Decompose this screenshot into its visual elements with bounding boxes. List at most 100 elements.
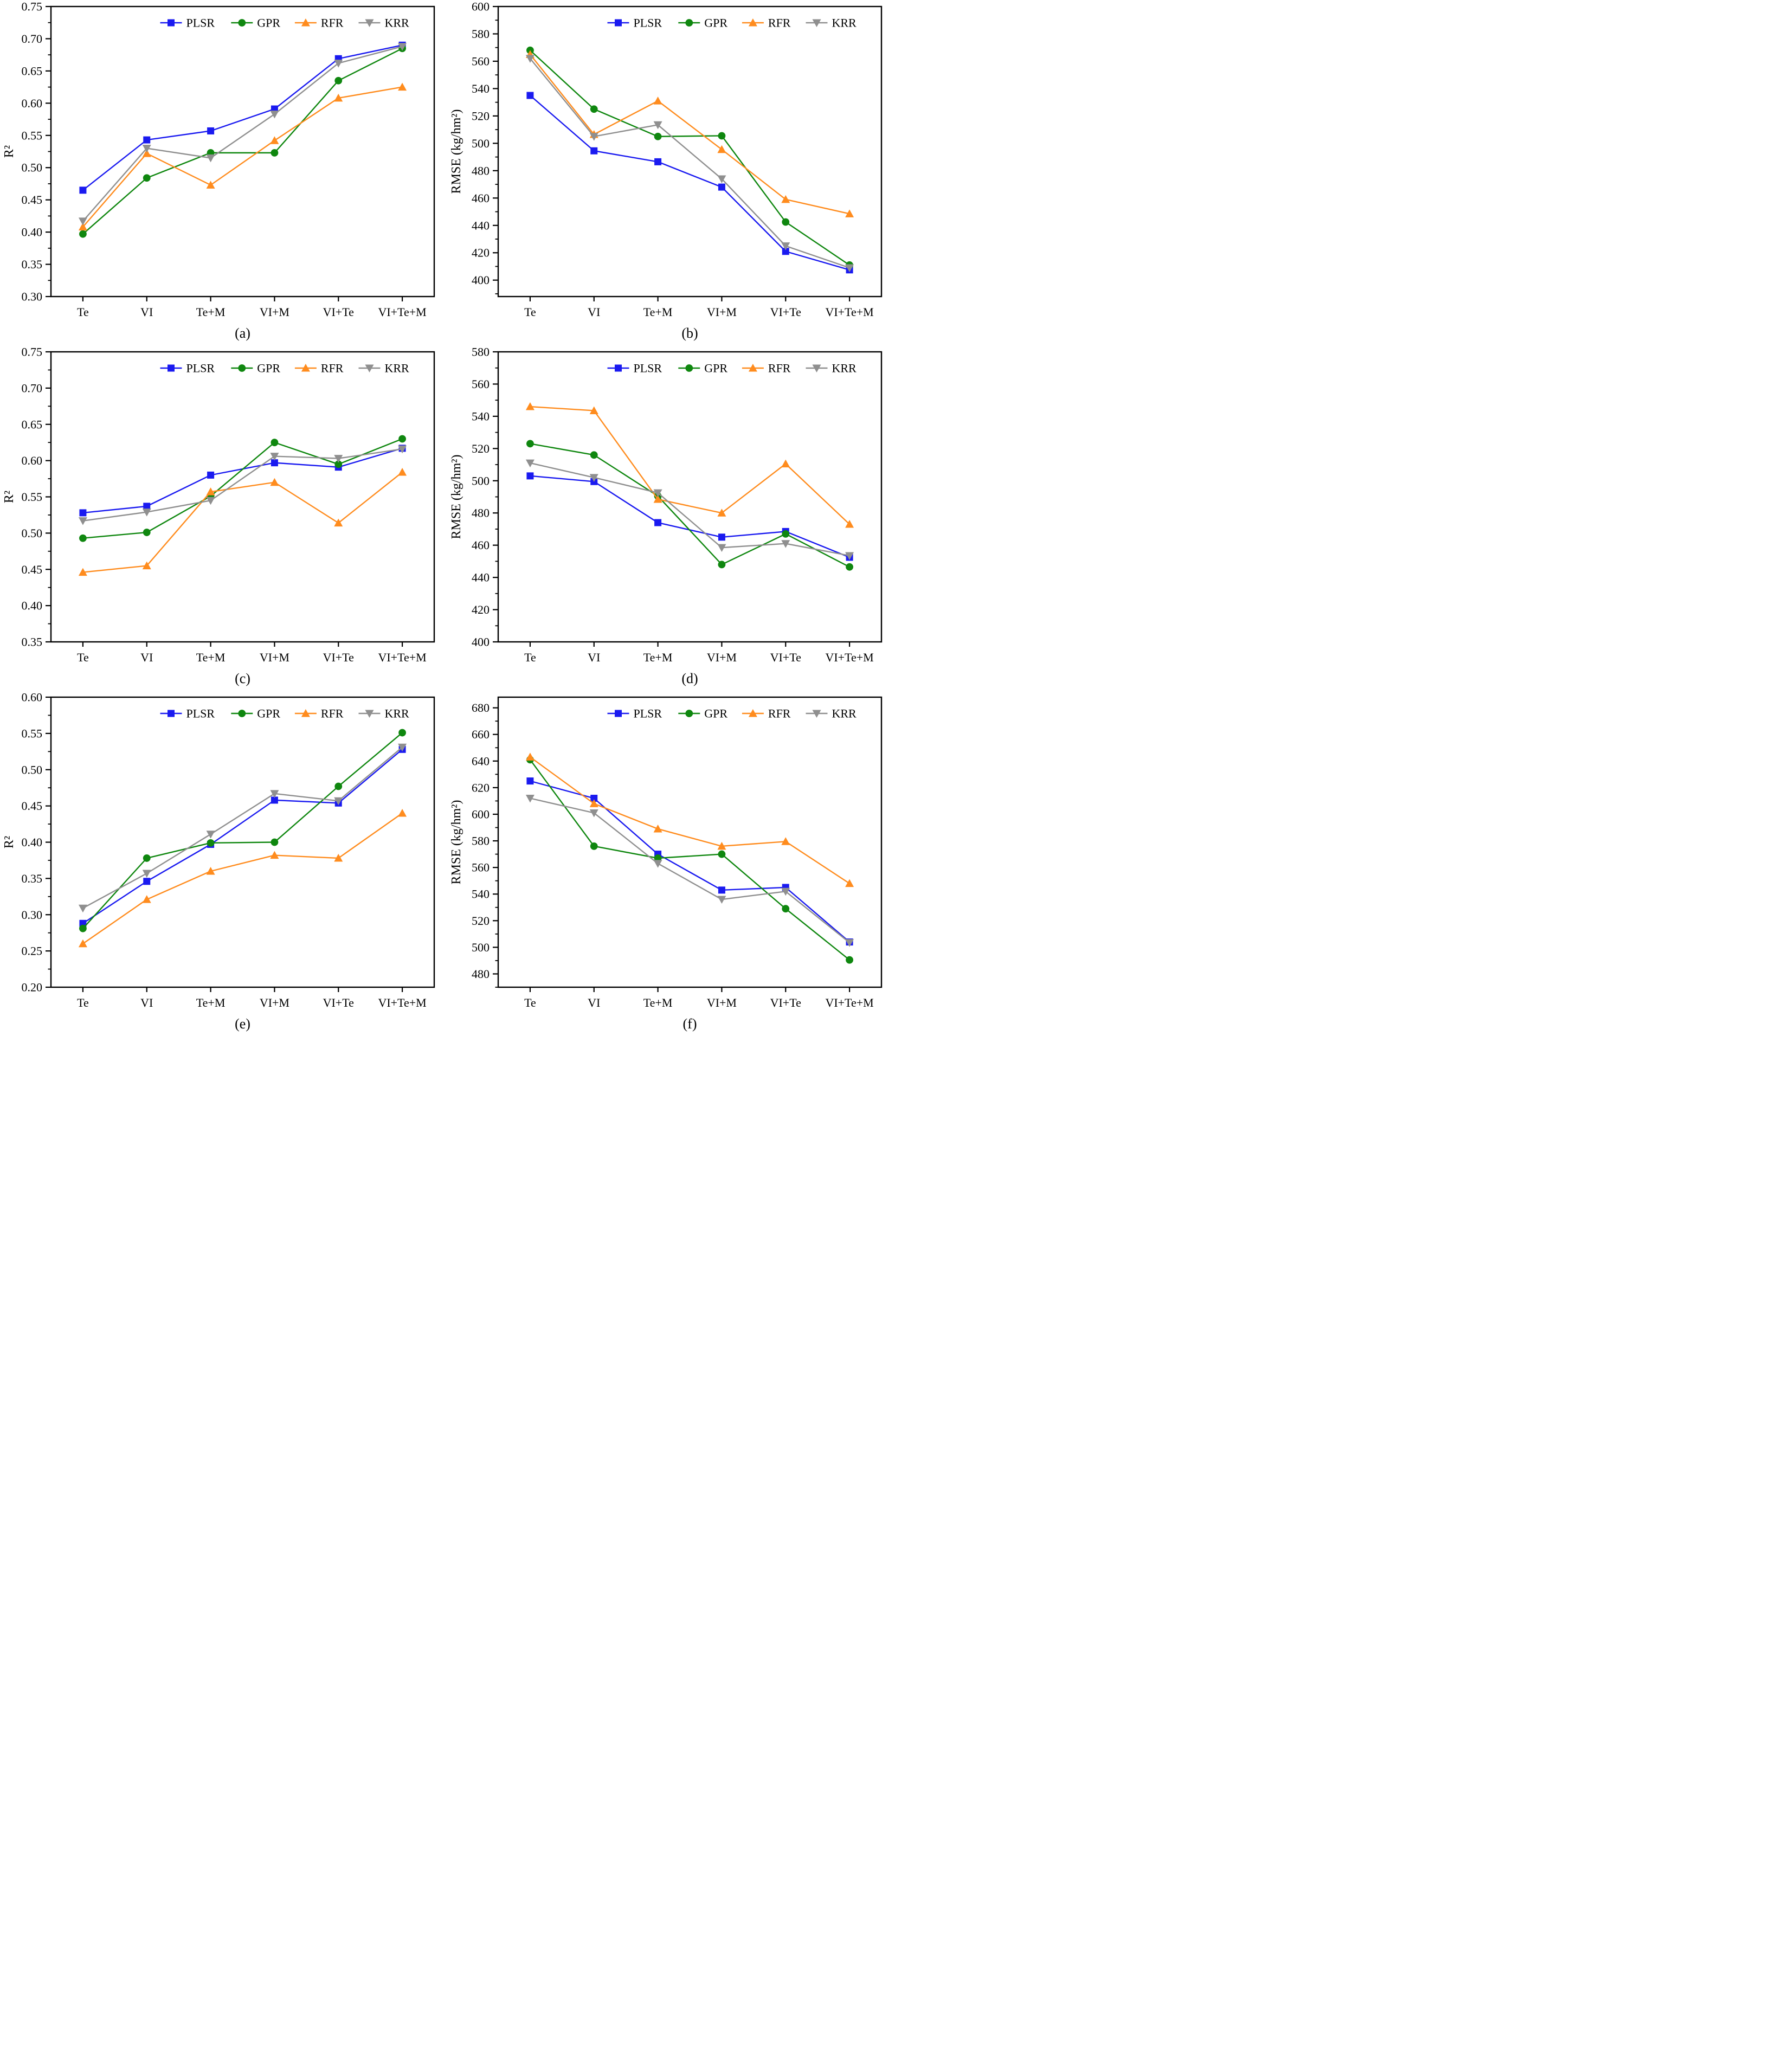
y-axis: 400 420 440 460 480 500 520 540 560 580 xyxy=(472,345,498,649)
data-point-square xyxy=(526,92,534,99)
data-point-circle xyxy=(334,782,343,790)
series-RFR xyxy=(525,752,854,887)
x-tick-label: VI+Te+M xyxy=(825,305,873,319)
series-line xyxy=(82,813,403,944)
data-point-triangle-up xyxy=(270,136,279,144)
data-point-circle xyxy=(685,19,693,27)
chart-panel-a: 0.30 0.35 0.40 0.45 0.50 0.55 0.60 0.65 0.70 0.75… xyxy=(2,0,435,341)
legend-label: RFR xyxy=(321,707,344,720)
data-point-triangle-down xyxy=(270,790,279,798)
data-point-triangle-down xyxy=(334,797,343,806)
x-tick-label: VI+Te xyxy=(770,305,801,319)
data-point-triangle-down xyxy=(589,474,598,482)
data-point-square xyxy=(79,186,87,194)
legend-label: GPR xyxy=(704,16,727,30)
series-line xyxy=(530,443,850,568)
data-point-triangle-up xyxy=(206,487,215,496)
data-point-square xyxy=(654,158,662,165)
y-tick-label: 0.45 xyxy=(22,799,43,813)
legend-label: RFR xyxy=(321,16,344,30)
y-axis-title: R² xyxy=(2,491,16,503)
data-point-triangle-down xyxy=(525,795,535,803)
y-axis-title: R² xyxy=(2,145,16,158)
x-tick-label: VI+M xyxy=(260,651,289,664)
x-tick-label: Te xyxy=(524,305,536,319)
data-point-triangle-down xyxy=(653,860,662,868)
data-point-square xyxy=(614,19,622,27)
data-point-triangle-down xyxy=(206,831,215,839)
legend-label: GPR xyxy=(257,707,280,720)
legend-label: PLSR xyxy=(633,362,662,375)
data-point-square xyxy=(167,19,175,27)
legend-label: KRR xyxy=(384,362,409,375)
data-point-square xyxy=(79,919,87,927)
y-tick-label: 400 xyxy=(472,635,490,649)
y-axis: 0.20 0.25 0.30 0.35 0.40 0.45 0.50 0.55 0.60 xyxy=(22,691,51,994)
data-point-triangle-up xyxy=(845,209,854,217)
chart-panel-d: 400 420 440 460 480 500 520 540 560 580 Te VI Te+M VI… xyxy=(449,345,883,686)
x-tick-label: Te+M xyxy=(196,996,226,1009)
y-tick-label: 0.70 xyxy=(22,381,43,395)
legend-label: GPR xyxy=(257,362,280,375)
data-point-square xyxy=(143,503,151,510)
data-point-square xyxy=(207,471,215,479)
y-tick-label: 0.55 xyxy=(22,128,43,142)
series-KRR xyxy=(78,445,407,525)
data-point-circle xyxy=(271,838,279,846)
panel-caption: (b) xyxy=(681,325,698,341)
series-GPR xyxy=(79,44,406,238)
data-point-triangle-down xyxy=(365,19,374,27)
y-tick-label: 0.70 xyxy=(22,32,43,46)
y-tick-label: 0.30 xyxy=(22,908,43,922)
x-tick-label: Te xyxy=(524,996,536,1009)
legend: PLSR GPR RFR KRR xyxy=(160,16,409,30)
y-tick-label: 500 xyxy=(472,137,490,150)
plot-frame xyxy=(497,5,883,298)
data-point-triangle-down xyxy=(845,264,854,273)
data-point-circle xyxy=(238,364,246,372)
x-tick-label: VI+Te xyxy=(770,651,801,664)
data-point-triangle-down xyxy=(142,870,151,878)
data-point-square xyxy=(718,183,725,191)
y-tick-label: 0.20 xyxy=(22,981,43,994)
data-point-triangle-up xyxy=(781,837,790,845)
data-point-triangle-up xyxy=(206,867,215,875)
data-point-square xyxy=(143,878,151,885)
y-tick-label: 660 xyxy=(472,728,490,741)
y-tick-label: 0.60 xyxy=(22,454,43,467)
y-tick-label: 680 xyxy=(472,701,490,715)
data-point-square xyxy=(590,147,598,155)
data-point-triangle-up xyxy=(301,709,310,717)
data-point-triangle-up xyxy=(653,96,662,105)
y-tick-label: 400 xyxy=(472,273,490,287)
y-tick-label: 540 xyxy=(472,82,490,95)
data-point-triangle-down xyxy=(142,145,151,153)
legend-label: KRR xyxy=(832,707,857,720)
series-RFR xyxy=(78,468,407,576)
data-point-square xyxy=(79,509,87,517)
y-tick-label: 0.75 xyxy=(22,345,43,359)
y-tick-label: 0.60 xyxy=(22,96,43,110)
data-point-circle xyxy=(685,710,693,717)
data-point-triangle-up xyxy=(781,459,790,468)
y-tick-label: 0.45 xyxy=(22,563,43,576)
data-point-triangle-down xyxy=(525,55,535,63)
y-tick-label: 640 xyxy=(472,754,490,768)
series-line xyxy=(530,49,850,266)
data-point-triangle-up xyxy=(653,824,662,833)
panel-caption: (a) xyxy=(235,325,250,341)
series-GPR xyxy=(526,756,853,964)
y-tick-label: 0.75 xyxy=(22,0,43,14)
data-point-square xyxy=(718,533,725,541)
data-point-circle xyxy=(143,854,151,862)
y-tick-label: 0.40 xyxy=(22,835,43,849)
y-tick-label: 0.45 xyxy=(22,193,43,207)
x-axis: Te VI Te+M VI+M VI+Te VI+Te+M xyxy=(77,642,427,664)
panel-caption: (c) xyxy=(235,671,250,686)
legend-label: GPR xyxy=(704,362,727,375)
data-point-circle xyxy=(334,460,343,468)
series-GPR xyxy=(79,729,406,932)
panel-d: 400 420 440 460 480 500 520 540 560 580 Te VI Te+M VI… xyxy=(447,345,895,691)
data-point-circle xyxy=(334,76,343,85)
data-point-square xyxy=(718,886,725,894)
